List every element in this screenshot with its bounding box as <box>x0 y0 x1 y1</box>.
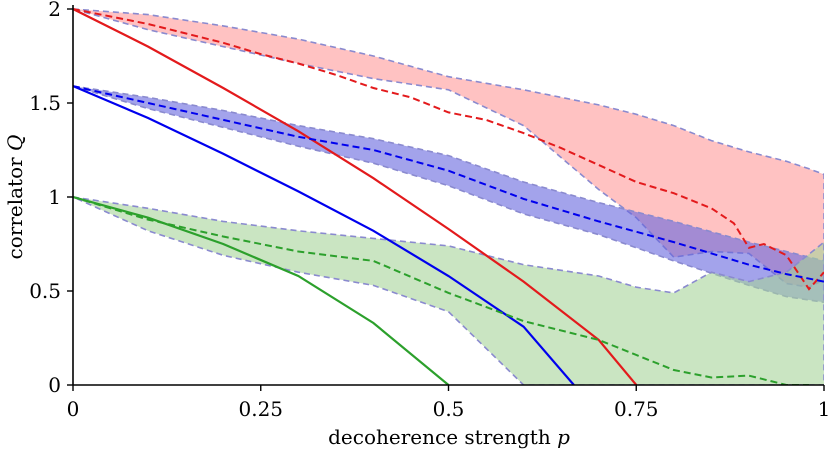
x-tick-label: 1 <box>818 397 830 421</box>
x-tick-label: 0.75 <box>614 397 659 421</box>
mean-line-series-0 <box>73 8 824 291</box>
x-axis-label: decoherence strength p <box>328 425 570 449</box>
theory-line-series-0 <box>73 8 638 385</box>
x-axis-label-text: decoherence strength <box>328 425 551 449</box>
mean-line-series-2 <box>73 196 809 385</box>
y-tick-label: 2 <box>48 0 61 21</box>
x-tick-label: 0 <box>67 397 80 421</box>
y-tick-label: 1 <box>48 185 61 209</box>
y-tick-label: 0.5 <box>29 279 61 303</box>
band-series-1 <box>73 85 824 304</box>
theory-curves <box>73 8 638 385</box>
ticks: 0 0.25 0.5 0.75 1 0 0.5 1 1.5 2 <box>29 0 830 421</box>
y-axis-label-var: Q <box>3 135 27 151</box>
x-tick-label: 0.5 <box>433 397 465 421</box>
x-axis-label-var: p <box>557 425 570 449</box>
y-axis-label: correlator Q <box>3 135 27 260</box>
theory-line-series-2 <box>73 195 450 385</box>
y-tick-label: 1.5 <box>29 91 61 115</box>
x-tick-label: 0.25 <box>238 397 283 421</box>
theory-line-series-1 <box>73 85 575 385</box>
y-tick-label: 0 <box>48 373 61 397</box>
confidence-bands <box>73 8 824 385</box>
y-axis-label-text: correlator <box>3 157 27 260</box>
mean-line-series-1 <box>73 85 824 283</box>
mean-curves <box>73 8 824 385</box>
